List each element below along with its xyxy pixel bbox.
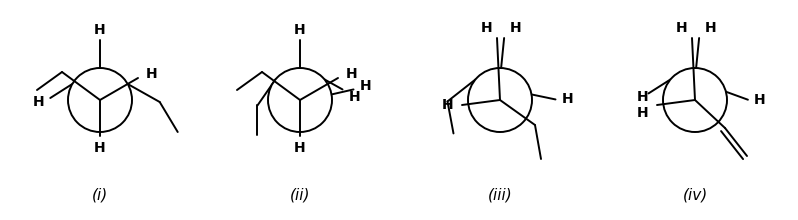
Text: H: H bbox=[562, 92, 573, 106]
Text: H: H bbox=[637, 106, 649, 120]
Text: H: H bbox=[509, 21, 521, 35]
Circle shape bbox=[468, 68, 532, 132]
Circle shape bbox=[68, 68, 132, 132]
Text: H: H bbox=[637, 90, 649, 104]
Text: H: H bbox=[294, 23, 306, 37]
Text: H: H bbox=[676, 21, 688, 35]
Text: H: H bbox=[349, 90, 361, 104]
Text: H: H bbox=[33, 95, 44, 109]
Text: (iii): (iii) bbox=[488, 187, 512, 202]
Text: (i): (i) bbox=[92, 187, 108, 202]
Text: (ii): (ii) bbox=[290, 187, 310, 202]
Text: H: H bbox=[94, 141, 106, 155]
Circle shape bbox=[268, 68, 332, 132]
Text: H: H bbox=[442, 98, 454, 112]
Text: H: H bbox=[146, 67, 158, 81]
Text: (iv): (iv) bbox=[682, 187, 708, 202]
Circle shape bbox=[663, 68, 727, 132]
Text: H: H bbox=[481, 21, 493, 35]
Text: H: H bbox=[705, 21, 716, 35]
Text: H: H bbox=[360, 79, 371, 94]
Text: H: H bbox=[754, 93, 766, 107]
Text: H: H bbox=[94, 23, 106, 37]
Text: H: H bbox=[346, 67, 358, 81]
Text: H: H bbox=[294, 141, 306, 155]
